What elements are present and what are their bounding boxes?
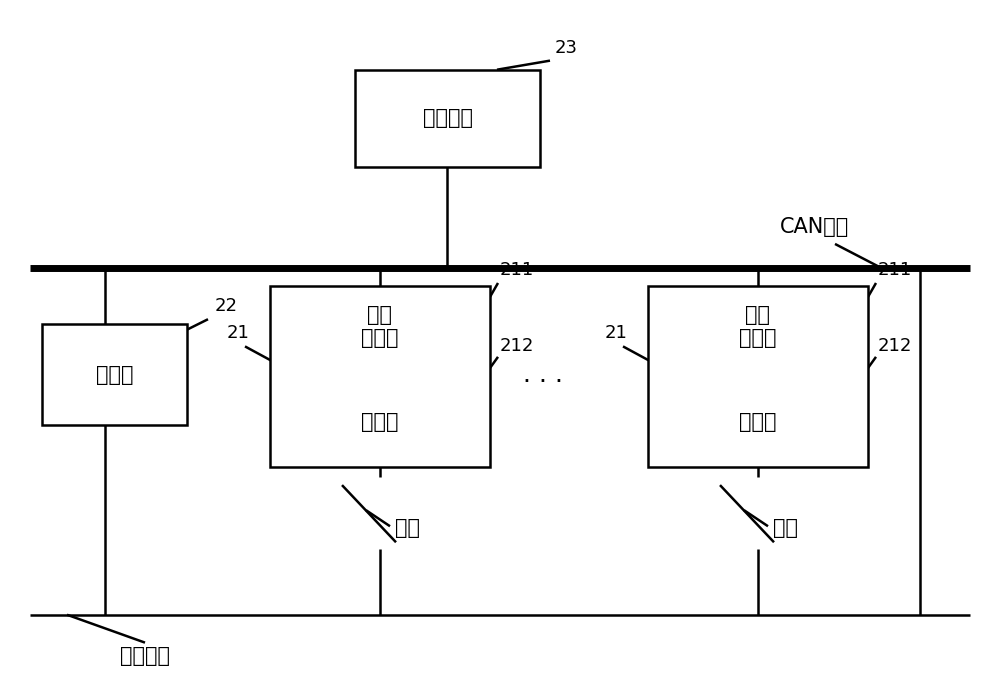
Text: 蓄电池: 蓄电池	[739, 412, 777, 431]
Text: 21: 21	[605, 323, 628, 342]
Text: 充电器: 充电器	[96, 365, 133, 385]
Text: CAN总线: CAN总线	[780, 217, 849, 237]
Bar	[42, 324, 187, 425]
Text: 开关: 开关	[773, 519, 798, 538]
Text: 电池
控制器: 电池 控制器	[361, 305, 399, 348]
Text: . . .: . . .	[523, 363, 563, 387]
Text: 212: 212	[878, 337, 912, 355]
Bar	[270, 286, 490, 467]
Bar	[648, 286, 868, 467]
Text: 22: 22	[215, 297, 238, 315]
Text: 212: 212	[500, 337, 534, 355]
Text: 电池母线: 电池母线	[120, 646, 170, 666]
Text: 电池
控制器: 电池 控制器	[739, 305, 777, 348]
Text: 开关: 开关	[395, 519, 420, 538]
Text: 211: 211	[878, 261, 912, 279]
Text: 211: 211	[500, 261, 534, 279]
Text: 蓄电池: 蓄电池	[361, 412, 399, 431]
Bar	[355, 70, 540, 167]
Text: 后台设备: 后台设备	[422, 109, 473, 128]
Text: 21: 21	[227, 323, 250, 342]
Text: 23: 23	[555, 39, 578, 57]
